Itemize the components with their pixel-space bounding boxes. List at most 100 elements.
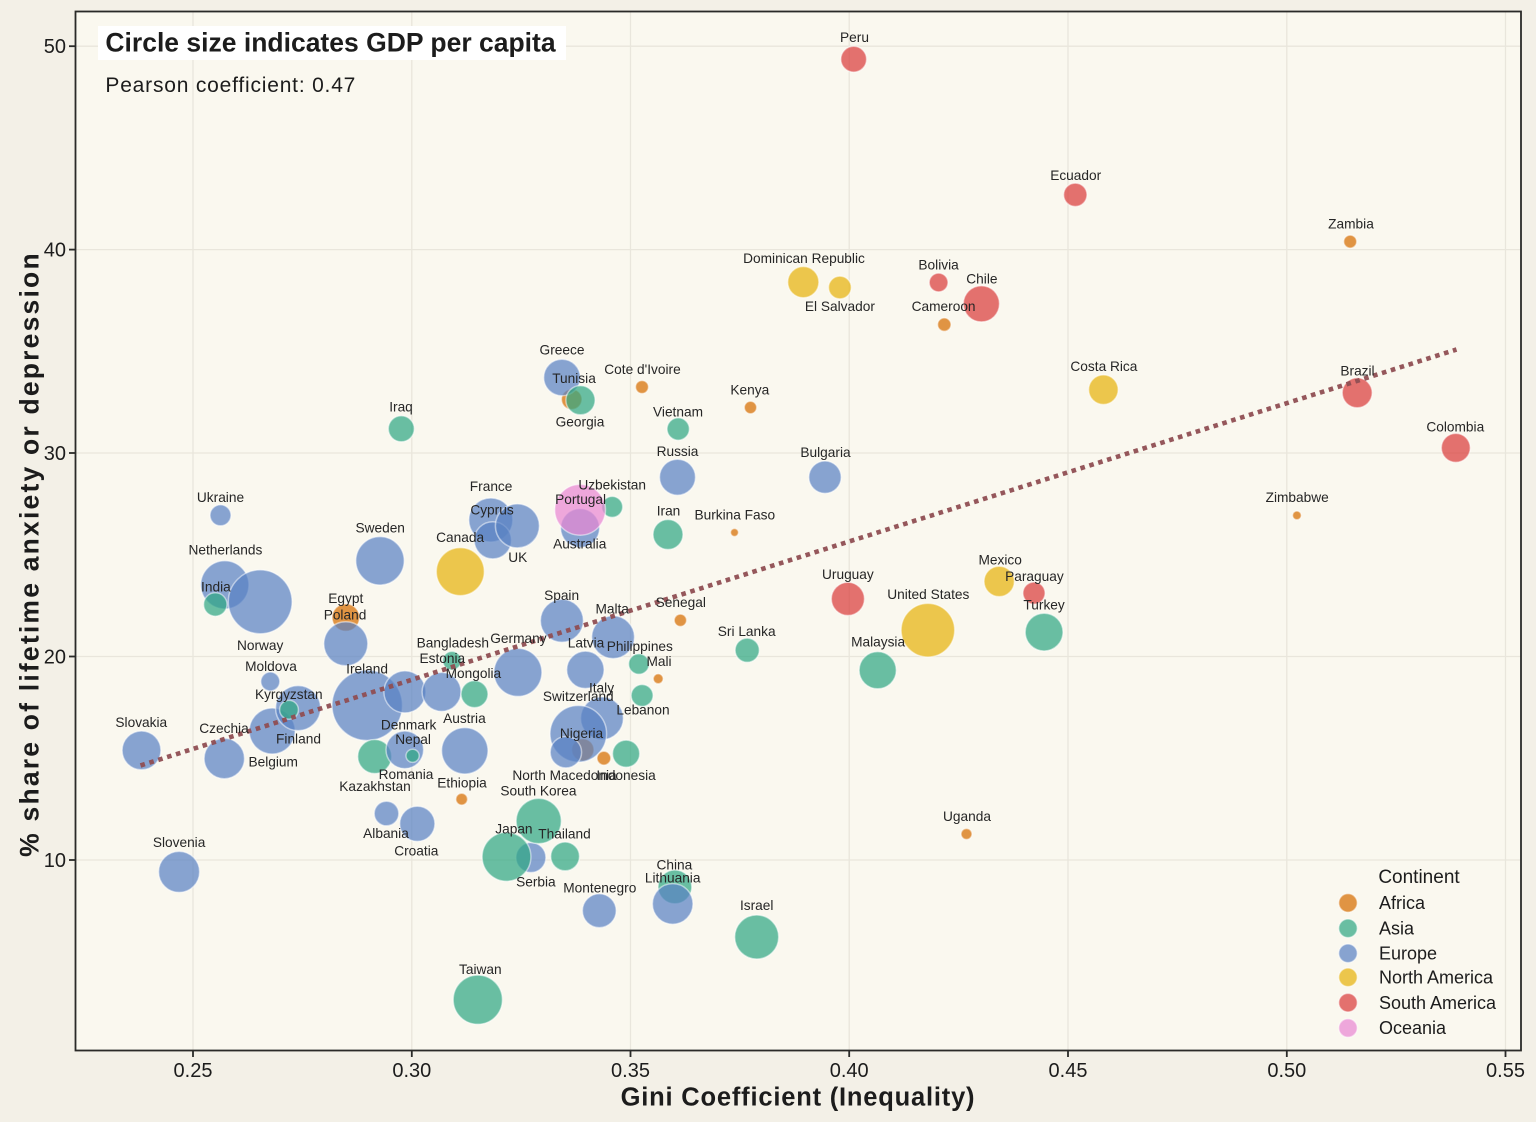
svg-text:Cameroon: Cameroon bbox=[912, 299, 976, 314]
svg-text:China: China bbox=[657, 858, 693, 873]
svg-text:% share of lifetime anxiety or: % share of lifetime anxiety or depressio… bbox=[14, 251, 44, 857]
svg-text:Burkina Faso: Burkina Faso bbox=[694, 507, 775, 522]
svg-text:Brazil: Brazil bbox=[1340, 364, 1374, 379]
svg-text:Gini Coefficient (Inequality): Gini Coefficient (Inequality) bbox=[621, 1084, 976, 1112]
svg-text:North Macedonia: North Macedonia bbox=[512, 768, 617, 783]
svg-text:Sweden: Sweden bbox=[355, 520, 404, 535]
svg-text:Iraq: Iraq bbox=[389, 400, 413, 415]
svg-text:Indonesia: Indonesia bbox=[596, 768, 656, 783]
svg-text:Serbia: Serbia bbox=[516, 874, 556, 889]
svg-text:Dominican Republic: Dominican Republic bbox=[743, 251, 865, 266]
svg-text:Uruguay: Uruguay bbox=[822, 567, 874, 582]
svg-text:Slovenia: Slovenia bbox=[153, 835, 206, 850]
svg-text:Poland: Poland bbox=[324, 607, 367, 622]
svg-text:India: India bbox=[201, 580, 231, 595]
svg-text:Albania: Albania bbox=[363, 826, 409, 841]
svg-text:Peru: Peru bbox=[840, 30, 869, 45]
svg-text:0.25: 0.25 bbox=[174, 1060, 213, 1082]
svg-text:0.45: 0.45 bbox=[1049, 1060, 1088, 1082]
svg-text:Greece: Greece bbox=[540, 343, 585, 358]
svg-text:South America: South America bbox=[1379, 993, 1497, 1013]
svg-text:Latvia: Latvia bbox=[568, 635, 605, 650]
svg-text:Bolivia: Bolivia bbox=[918, 258, 959, 273]
svg-text:Iran: Iran bbox=[657, 504, 681, 519]
svg-text:Vietnam: Vietnam bbox=[653, 405, 703, 420]
svg-text:Malaysia: Malaysia bbox=[851, 634, 905, 649]
svg-text:North America: North America bbox=[1379, 968, 1494, 988]
svg-text:Lebanon: Lebanon bbox=[616, 702, 669, 717]
svg-text:Croatia: Croatia bbox=[394, 844, 439, 859]
svg-text:Canada: Canada bbox=[436, 530, 484, 545]
svg-text:0.50: 0.50 bbox=[1267, 1060, 1306, 1082]
svg-text:20: 20 bbox=[44, 647, 66, 669]
svg-text:South Korea: South Korea bbox=[500, 784, 576, 799]
svg-text:Sri Lanka: Sri Lanka bbox=[718, 624, 776, 639]
svg-text:Mongolia: Mongolia bbox=[446, 666, 502, 681]
svg-text:Finland: Finland bbox=[276, 732, 321, 747]
svg-text:Mali: Mali bbox=[646, 654, 671, 669]
svg-text:Ukraine: Ukraine bbox=[197, 490, 244, 505]
svg-text:Circle size indicates GDP per: Circle size indicates GDP per capita bbox=[105, 28, 555, 58]
svg-text:10: 10 bbox=[44, 850, 66, 872]
svg-text:Europe: Europe bbox=[1379, 944, 1437, 964]
svg-text:Tunisia: Tunisia bbox=[552, 371, 596, 386]
svg-text:Moldova: Moldova bbox=[245, 659, 297, 674]
svg-text:Russia: Russia bbox=[657, 444, 699, 459]
svg-text:Pearson coefficient: 0.47: Pearson coefficient: 0.47 bbox=[105, 74, 356, 97]
svg-text:Colombia: Colombia bbox=[1426, 420, 1484, 435]
svg-text:30: 30 bbox=[44, 443, 66, 465]
svg-text:Denmark: Denmark bbox=[381, 718, 437, 733]
svg-text:Norway: Norway bbox=[237, 638, 284, 653]
svg-text:Zimbabwe: Zimbabwe bbox=[1266, 490, 1329, 505]
svg-text:Kazakhstan: Kazakhstan bbox=[339, 779, 411, 794]
svg-text:Portugal: Portugal bbox=[555, 492, 606, 507]
svg-text:Estonia: Estonia bbox=[419, 651, 465, 666]
svg-text:0.40: 0.40 bbox=[830, 1060, 869, 1082]
svg-text:Australia: Australia bbox=[553, 537, 607, 552]
svg-text:Nepal: Nepal bbox=[395, 732, 431, 747]
svg-text:Germany: Germany bbox=[490, 631, 546, 646]
svg-text:Kenya: Kenya bbox=[730, 382, 769, 397]
svg-text:Continent: Continent bbox=[1378, 867, 1460, 888]
svg-text:Romania: Romania bbox=[379, 767, 434, 782]
svg-text:Japan: Japan bbox=[495, 822, 532, 837]
svg-text:Costa Rica: Costa Rica bbox=[1070, 359, 1137, 374]
svg-text:Uganda: Uganda bbox=[943, 809, 991, 824]
svg-text:France: France bbox=[470, 479, 513, 494]
svg-text:Turkey: Turkey bbox=[1023, 598, 1064, 613]
svg-text:Senegal: Senegal bbox=[656, 595, 706, 610]
svg-text:Paraguay: Paraguay bbox=[1005, 569, 1064, 584]
svg-text:Oceania: Oceania bbox=[1379, 1018, 1447, 1038]
svg-text:Thailand: Thailand bbox=[538, 827, 591, 842]
svg-text:Czechia: Czechia bbox=[199, 721, 249, 736]
svg-text:Egypt: Egypt bbox=[328, 591, 363, 606]
svg-text:El Salvador: El Salvador bbox=[805, 299, 875, 314]
svg-text:Uzbekistan: Uzbekistan bbox=[578, 478, 646, 493]
svg-text:Zambia: Zambia bbox=[1328, 217, 1374, 232]
svg-text:Kyrgyzstan: Kyrgyzstan bbox=[255, 687, 323, 702]
svg-text:Ireland: Ireland bbox=[346, 662, 388, 677]
svg-text:0.35: 0.35 bbox=[611, 1060, 650, 1082]
svg-text:Georgia: Georgia bbox=[556, 414, 605, 429]
svg-text:0.30: 0.30 bbox=[392, 1060, 431, 1082]
svg-text:Israel: Israel bbox=[740, 898, 773, 913]
svg-text:Italy: Italy bbox=[589, 681, 614, 696]
svg-text:Lithuania: Lithuania bbox=[645, 870, 701, 885]
svg-text:Taiwan: Taiwan bbox=[459, 962, 502, 977]
svg-text:0.55: 0.55 bbox=[1486, 1060, 1525, 1082]
svg-text:Mexico: Mexico bbox=[979, 553, 1023, 568]
svg-text:Nigeria: Nigeria bbox=[560, 726, 604, 741]
svg-text:Cyprus: Cyprus bbox=[470, 502, 514, 517]
svg-text:Malta: Malta bbox=[595, 602, 629, 617]
svg-text:Switzerland: Switzerland bbox=[543, 689, 614, 704]
svg-text:Austria: Austria bbox=[443, 711, 486, 726]
svg-text:Philippines: Philippines bbox=[607, 639, 673, 654]
svg-text:Africa: Africa bbox=[1379, 893, 1426, 913]
svg-text:Slovakia: Slovakia bbox=[115, 715, 167, 730]
svg-text:Netherlands: Netherlands bbox=[188, 543, 262, 558]
svg-text:Bulgaria: Bulgaria bbox=[800, 445, 851, 460]
svg-text:Bangladesh: Bangladesh bbox=[417, 636, 489, 651]
svg-text:United States: United States bbox=[887, 587, 969, 602]
svg-text:UK: UK bbox=[508, 550, 527, 565]
svg-text:Asia: Asia bbox=[1379, 919, 1415, 939]
